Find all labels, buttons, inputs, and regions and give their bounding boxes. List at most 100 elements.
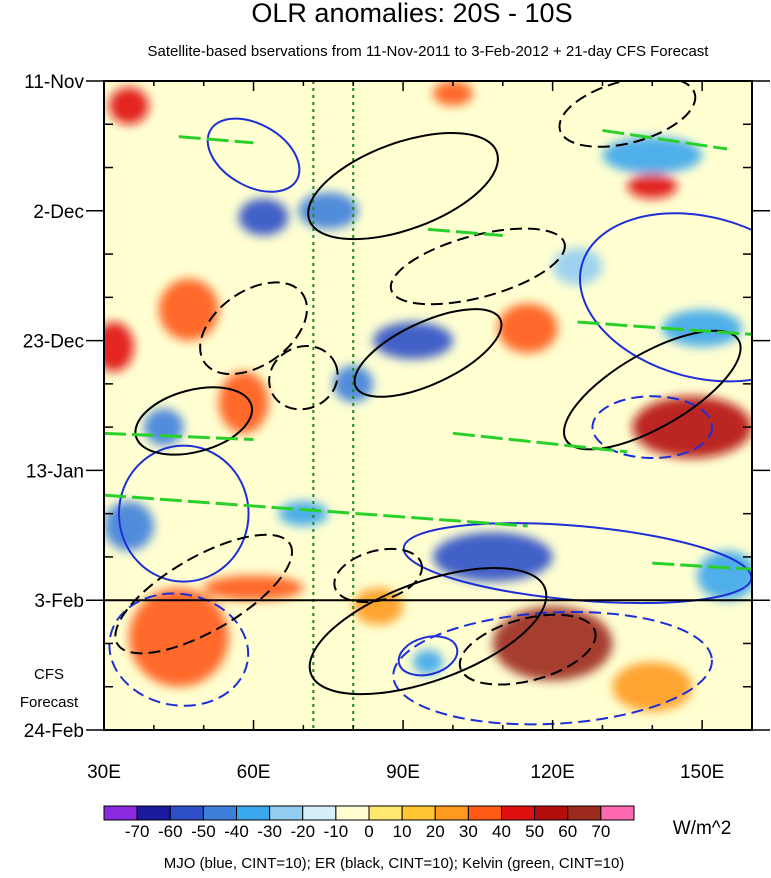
colorbar-label: -40 [224, 822, 249, 841]
er-contour [353, 308, 503, 398]
olr-anomaly-blob [432, 532, 553, 582]
olr-anomaly-blob [627, 173, 678, 199]
colorbar-swatch [169, 805, 204, 821]
colorbar-units: W/m^2 [673, 818, 732, 839]
er-contour [558, 81, 697, 148]
y-axis: 11-Nov 2-Dec 23-Dec 13-Jan 3-Feb 24-Feb [23, 72, 770, 742]
olr-anomaly-blob [497, 303, 558, 353]
colorbar-label: -50 [191, 822, 216, 841]
er-contour [268, 345, 339, 411]
colorbar-label: 20 [426, 822, 445, 841]
colorbar-swatch [136, 805, 171, 821]
olr-anomaly-blob [492, 606, 613, 681]
kelvin-contour [652, 561, 752, 571]
colorbar-label: -60 [158, 822, 183, 841]
mjo-contour [591, 395, 714, 460]
olr-anomaly-blob [697, 550, 752, 601]
y-tick-label: 13-Jan [26, 461, 84, 482]
colorbar-label: 10 [393, 822, 412, 841]
olr-anomaly-blob [602, 136, 703, 174]
er-contour [199, 281, 308, 376]
y-tick-label: 11-Nov [24, 72, 84, 93]
er-contour [458, 613, 597, 686]
olr-anomaly-blob [552, 247, 603, 285]
olr-anomaly-blob [104, 322, 134, 372]
reference-lines [312, 81, 355, 730]
chart-footer: MJO (blue, CINT=10); ER (black, CINT=10)… [164, 855, 625, 872]
colorbar-swatch [103, 805, 138, 821]
colorbar-label: 30 [459, 822, 478, 841]
mjo-contour [206, 117, 301, 193]
colorbar-swatch [269, 805, 304, 821]
er-contour [114, 533, 293, 655]
y-tick-label: 2-Dec [33, 202, 84, 223]
y-tick-label: 3-Feb [34, 591, 84, 612]
colorbar-swatch [501, 805, 536, 821]
kelvin-contour [104, 493, 528, 528]
olr-anomaly-blob [104, 501, 154, 551]
er-contour [308, 567, 548, 696]
olr-anomaly-blob [373, 322, 453, 360]
colorbar-label: 60 [558, 822, 577, 841]
x-tick-label: 150E [680, 762, 724, 783]
olr-anomaly-blob [432, 81, 473, 106]
er-contour [134, 386, 254, 456]
colorbar-swatch [401, 805, 436, 821]
chart-title: OLR anomalies: 20S - 10S [251, 0, 572, 28]
kelvin-contour [602, 128, 728, 151]
er-contour [307, 132, 499, 241]
mjo-contour [117, 444, 250, 583]
mjo-contour [397, 635, 459, 677]
plot-frame [103, 80, 753, 731]
colorbar-swatch [368, 805, 403, 821]
forecast-label-line1: CFS [34, 666, 64, 683]
colorbar-label: 40 [492, 822, 511, 841]
olr-anomaly-blob [128, 587, 229, 687]
olr-anomaly-blob [158, 278, 219, 341]
olr-anomaly-blob [413, 649, 443, 675]
x-tick-label: 90E [386, 762, 420, 783]
colorbar-swatch [600, 805, 635, 821]
er-contour [563, 329, 742, 451]
colorbar-swatch [534, 805, 569, 821]
colorbar-label: 50 [525, 822, 544, 841]
x-tick-label: 60E [237, 762, 271, 783]
colorbar-label: -30 [257, 822, 282, 841]
forecast-label-line2: Forecast [20, 694, 79, 711]
colorbar-label: -10 [324, 822, 349, 841]
kelvin-contour [178, 135, 254, 145]
olr-anomaly-blob [662, 309, 743, 347]
colorbar-swatch [236, 805, 271, 821]
x-tick-label: 30E [87, 762, 121, 783]
y-tick-label: 24-Feb [24, 721, 84, 742]
kelvin-contour [427, 227, 503, 238]
colorbar-label: -70 [125, 822, 150, 841]
olr-anomaly-blob [278, 501, 329, 527]
colorbar-swatch [567, 805, 602, 821]
plot-area [104, 81, 752, 730]
y-tick-label: 23-Dec [23, 332, 84, 353]
olr-anomaly-blob [143, 408, 184, 446]
colorbar-label: 70 [591, 822, 610, 841]
olr-anomaly-blob [218, 371, 269, 434]
colorbar: -70 -60 -50 -40 -30 -20 -10 0 10 20 30 40 50 60 70 [103, 805, 635, 841]
x-tick-label: 120E [530, 762, 574, 783]
mjo-contour [108, 592, 250, 707]
colorbar-swatch [335, 805, 370, 821]
olr-anomaly-blob [203, 575, 304, 601]
kelvin-contour [452, 431, 628, 454]
colorbar-swatch [434, 805, 469, 821]
kelvin-contours [104, 128, 752, 571]
er-contour [389, 227, 566, 306]
er-contours [114, 81, 742, 696]
olr-anomaly-blob [353, 587, 404, 625]
mjo-contour [579, 212, 752, 383]
olr-anomaly-blob [632, 396, 752, 459]
colorbar-swatch [467, 805, 502, 821]
kelvin-contour [577, 320, 752, 336]
colorbar-swatch [202, 805, 237, 821]
colorbar-label: 0 [364, 822, 373, 841]
colorbar-swatch [302, 805, 337, 821]
olr-anomaly-blob [108, 87, 149, 125]
